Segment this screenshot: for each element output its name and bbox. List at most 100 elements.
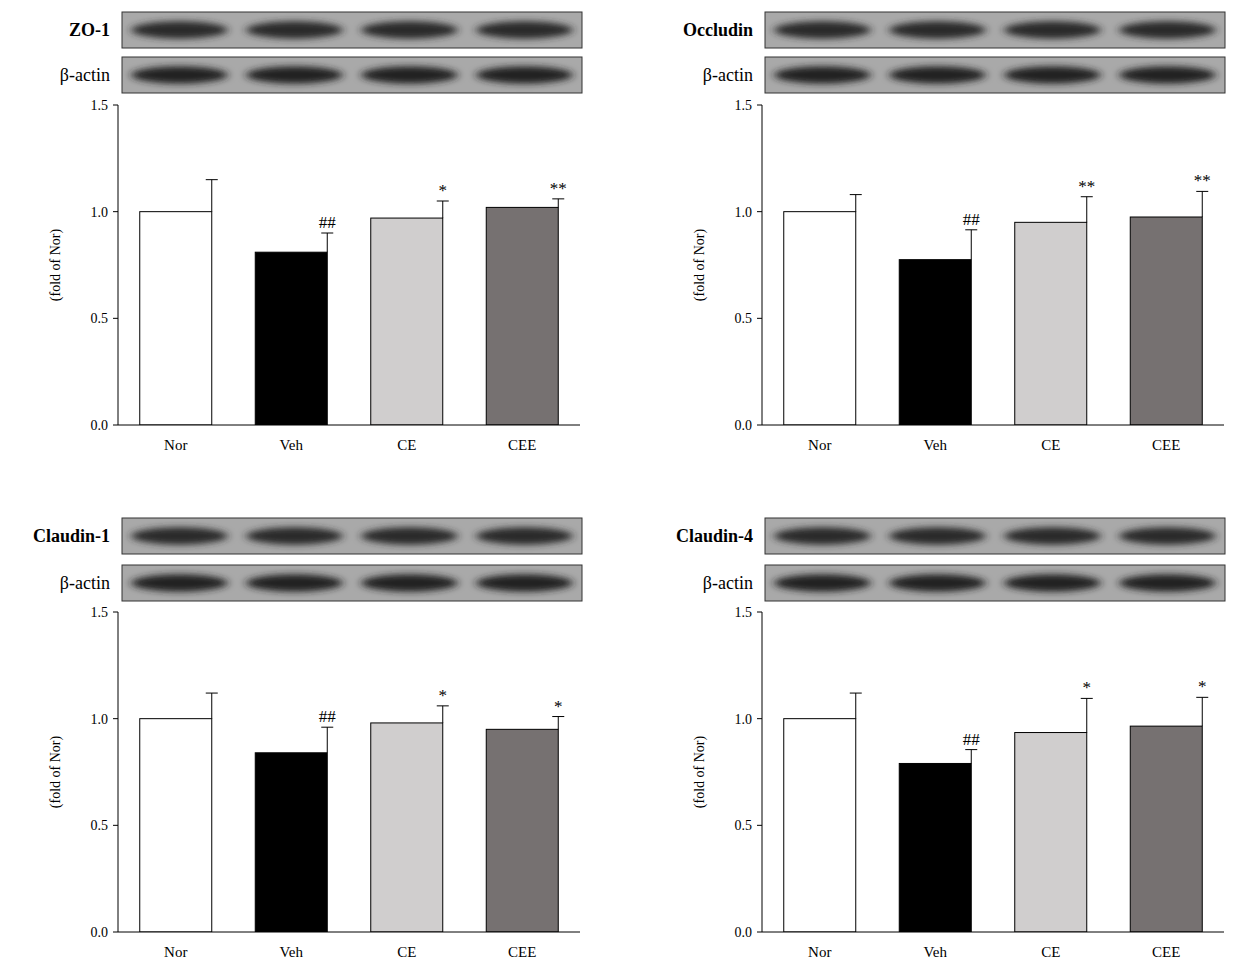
significance: * <box>554 697 563 716</box>
error-bar <box>850 693 862 719</box>
bar <box>1015 222 1087 425</box>
blot-strip <box>122 518 582 554</box>
blot-band <box>131 66 228 83</box>
blot-band <box>1119 527 1216 544</box>
bar <box>140 212 212 425</box>
blot-band <box>1119 21 1216 38</box>
y-axis <box>118 612 119 932</box>
significance: ## <box>963 730 981 749</box>
x-axis <box>118 932 580 933</box>
blot-band <box>1004 21 1101 38</box>
blot-band <box>361 21 458 38</box>
y-tick <box>113 211 118 212</box>
significance: ** <box>1194 171 1211 190</box>
y-tick <box>757 318 762 319</box>
bar <box>486 729 558 932</box>
blot-band <box>361 66 458 83</box>
y-tick-label: 0.5 <box>735 311 753 326</box>
y-tick <box>113 825 118 826</box>
x-axis <box>762 425 1224 426</box>
x-tick-label: Veh <box>924 944 948 960</box>
significance: * <box>1198 677 1207 696</box>
blot-band <box>476 527 573 544</box>
bar <box>1130 726 1202 932</box>
error-bar <box>965 750 977 764</box>
blot-band <box>1004 574 1101 591</box>
x-tick-label: CE <box>397 437 416 453</box>
significance: * <box>439 181 448 200</box>
y-tick-label: 0.0 <box>91 418 109 433</box>
y-tick <box>757 211 762 212</box>
error-bar <box>321 233 333 252</box>
blot-strip <box>122 565 582 601</box>
error-bar <box>206 693 218 719</box>
error-bar <box>437 706 449 723</box>
y-axis-label: (fold of Nor) <box>48 736 64 809</box>
blot-band <box>774 21 871 38</box>
blot-band <box>774 527 871 544</box>
blot-band <box>361 527 458 544</box>
bar <box>255 252 327 425</box>
error-bar <box>552 199 564 208</box>
x-axis <box>762 932 1224 933</box>
blot-label: ZO-1 <box>69 20 110 40</box>
plot-area <box>140 180 565 425</box>
plot-area <box>784 693 1209 932</box>
y-tick <box>757 825 762 826</box>
error-bar <box>965 230 977 260</box>
blot-band <box>131 574 228 591</box>
error-bar <box>552 717 564 730</box>
blot-strip <box>765 518 1225 554</box>
blot-label: β-actin <box>60 65 110 85</box>
x-axis <box>118 425 580 426</box>
y-tick <box>757 105 762 106</box>
y-tick-label: 0.5 <box>735 818 753 833</box>
blot-band <box>889 574 986 591</box>
blot-band <box>246 66 343 83</box>
panel: Claudin-1β-actinNorVeh##CE*CEE*0.00.51.0… <box>33 518 582 960</box>
y-tick-label: 0.5 <box>91 311 109 326</box>
blot-strip <box>122 57 582 93</box>
blot-strip <box>765 565 1225 601</box>
x-tick-label: Nor <box>164 944 187 960</box>
x-tick-label: Veh <box>924 437 948 453</box>
plot-area <box>784 191 1209 425</box>
bar <box>784 212 856 425</box>
blot-band <box>476 66 573 83</box>
y-tick-label: 1.0 <box>91 712 109 727</box>
panel: Claudin-4β-actinNorVeh##CE*CEE*0.00.51.0… <box>676 518 1225 960</box>
figure: ZO-1β-actinNorVeh##CE*CEE**0.00.51.01.5(… <box>0 0 1246 960</box>
error-bar <box>321 727 333 753</box>
significance: * <box>439 686 448 705</box>
y-tick <box>113 318 118 319</box>
x-tick-label: CE <box>1041 944 1060 960</box>
x-tick-label: CEE <box>508 944 536 960</box>
panel: Occludinβ-actinNorVeh##CE**CEE**0.00.51.… <box>683 12 1225 453</box>
panel: ZO-1β-actinNorVeh##CE*CEE**0.00.51.01.5(… <box>48 12 582 453</box>
bar <box>371 723 443 932</box>
blot-band <box>1119 66 1216 83</box>
blot-label: Claudin-1 <box>33 526 110 546</box>
significance: ** <box>550 179 567 198</box>
blot-band <box>476 574 573 591</box>
y-tick-label: 1.5 <box>91 605 109 620</box>
blot-band <box>131 527 228 544</box>
bar <box>486 207 558 425</box>
significance: ## <box>319 707 337 726</box>
y-tick-label: 1.0 <box>735 205 753 220</box>
x-tick-label: Veh <box>280 944 304 960</box>
blot-label: β-actin <box>703 65 753 85</box>
error-bar <box>437 201 449 218</box>
y-tick-label: 0.0 <box>735 418 753 433</box>
blot-band <box>361 574 458 591</box>
x-tick-label: CEE <box>1152 437 1180 453</box>
y-tick-label: 1.5 <box>91 98 109 113</box>
blot-strip <box>765 12 1225 48</box>
x-tick-label: CEE <box>1152 944 1180 960</box>
blot-label: β-actin <box>60 573 110 593</box>
blot-band <box>1004 66 1101 83</box>
significance: * <box>1083 678 1092 697</box>
y-tick <box>113 932 118 933</box>
y-tick <box>113 425 118 426</box>
x-tick-label: CE <box>397 944 416 960</box>
